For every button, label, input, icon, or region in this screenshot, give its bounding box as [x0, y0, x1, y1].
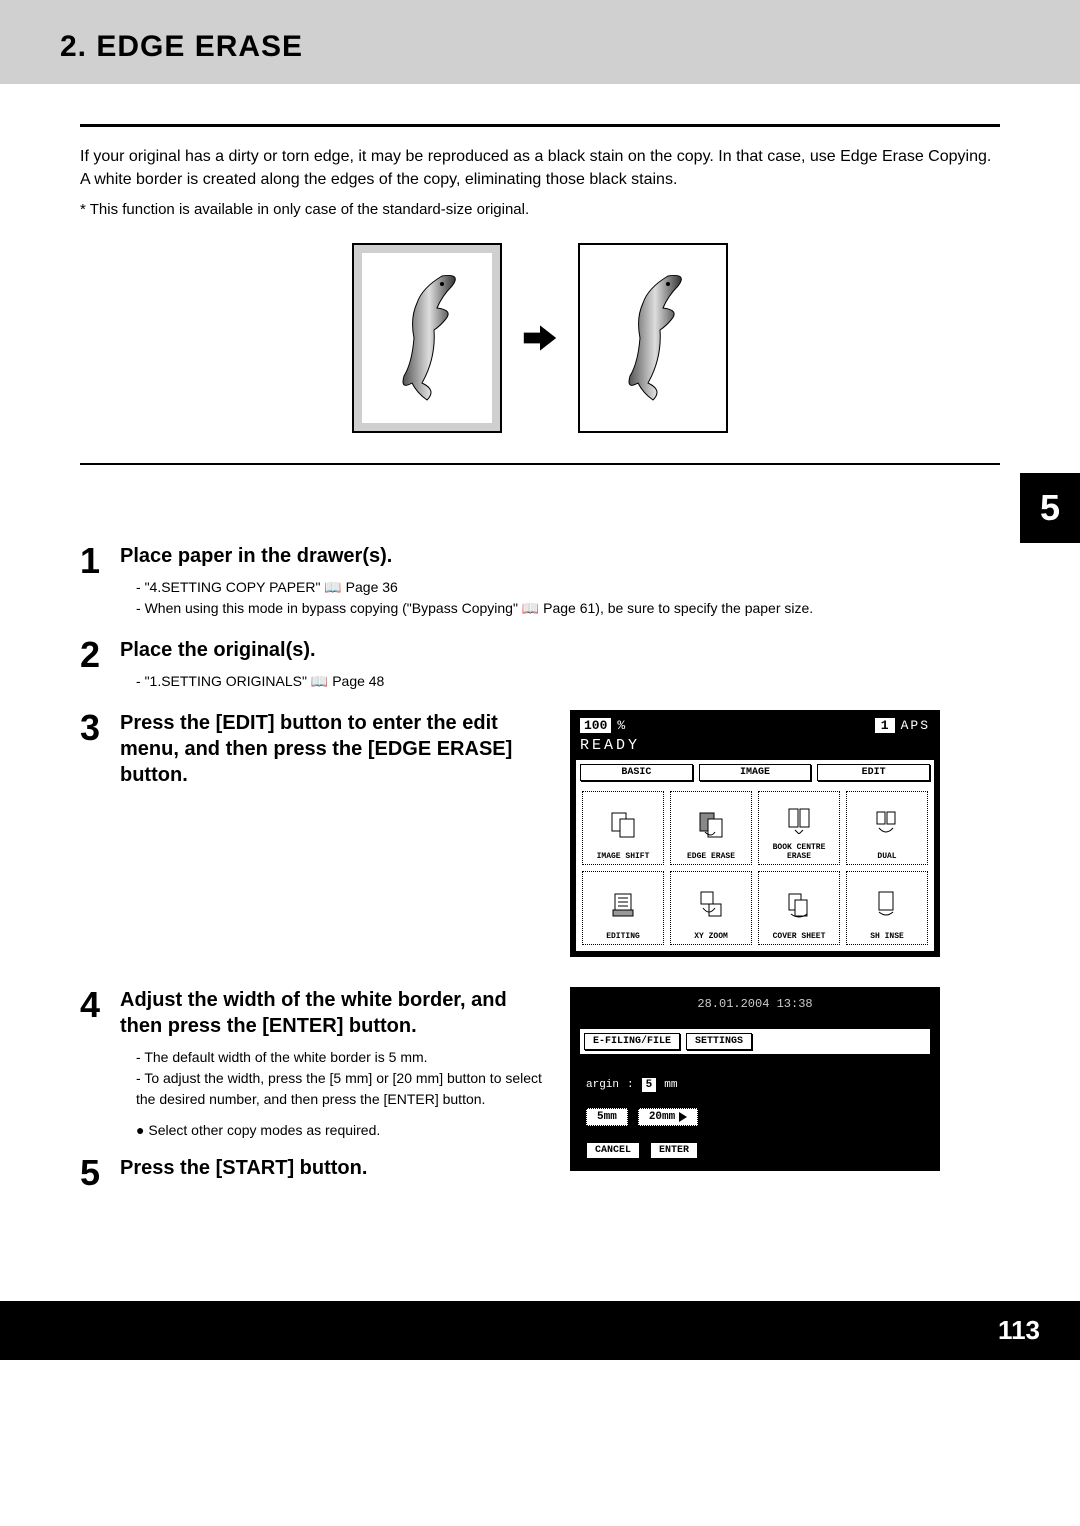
bullet-item: When using this mode in bypass copying (…	[136, 598, 1000, 619]
illustration-before	[352, 243, 502, 433]
note-prefix: *	[80, 201, 90, 218]
lcd-tab-image[interactable]: IMAGE	[699, 764, 812, 781]
lcd-btn-5mm[interactable]: 5mm	[586, 1108, 628, 1126]
bullet-item: "4.SETTING COPY PAPER" 📖 Page 36	[136, 577, 1000, 598]
bullet-item: Select other copy modes as required.	[136, 1120, 550, 1141]
lcd-btn-dual[interactable]: DUAL	[846, 791, 928, 865]
page-shift-icon	[609, 810, 637, 838]
step-title: Place the original(s).	[120, 637, 1000, 663]
step-1: 1 Place paper in the drawer(s). "4.SETTI…	[80, 543, 1000, 619]
lcd-colon: :	[627, 1079, 634, 1091]
lcd-btn-xy-zoom[interactable]: XY ZOOM	[670, 871, 752, 945]
lcd-btn-enter[interactable]: ENTER	[650, 1142, 698, 1159]
lcd-margin-unit: mm	[664, 1079, 677, 1091]
note-body: This function is available in only case …	[90, 201, 529, 218]
divider	[80, 124, 1000, 127]
lcd-btn-20mm[interactable]: 20mm	[638, 1108, 698, 1126]
dolphin-icon	[608, 268, 698, 408]
book-centre-icon	[785, 806, 813, 834]
step-number: 1	[80, 543, 110, 579]
page-title: 2. EDGE ERASE	[60, 30, 1020, 64]
xy-zoom-icon	[697, 890, 725, 918]
lcd-btn-image-shift[interactable]: IMAGE SHIFT	[582, 791, 664, 865]
lcd-btn-sheet-insert[interactable]: SH INSE	[846, 871, 928, 945]
illustration-row	[80, 243, 1000, 433]
lcd-btn-edge-erase[interactable]: EDGE ERASE	[670, 791, 752, 865]
step-title: Press the [EDIT] button to enter the edi…	[120, 710, 550, 788]
page-number: 113	[998, 1315, 1040, 1345]
step-number: 2	[80, 637, 110, 673]
step-title: Press the [START] button.	[120, 1155, 550, 1181]
sheet-insert-icon	[875, 890, 899, 918]
content-area: If your original has a dirty or torn edg…	[0, 84, 1080, 1211]
lcd-btn-settings[interactable]: SETTINGS	[686, 1033, 752, 1050]
lcd-screen-margin: 28.01.2004 13:38 E-FILING/FILE SETTINGS …	[570, 987, 940, 1171]
lcd-btn-cover-sheet[interactable]: COVER SHEET	[758, 871, 840, 945]
lcd-btn-book-centre-erase[interactable]: BOOK CENTRE ERASE	[758, 791, 840, 865]
lcd-count: 1	[875, 718, 895, 733]
illustration-after	[578, 243, 728, 433]
step-2: 2 Place the original(s). "1.SETTING ORIG…	[80, 637, 1000, 692]
step-bullets: The default width of the white border is…	[120, 1047, 550, 1110]
lcd-margin-value: 5	[642, 1078, 657, 1092]
dolphin-icon	[382, 268, 472, 408]
step-3: 3 Press the [EDIT] button to enter the e…	[80, 710, 1000, 957]
illustration-before-inner	[362, 253, 492, 423]
lcd-zoom-value: 100	[580, 718, 611, 733]
lcd-margin-label: argin	[586, 1079, 619, 1091]
bullet-item: To adjust the width, press the [5 mm] or…	[136, 1068, 550, 1110]
step-title: Adjust the width of the white border, an…	[120, 987, 550, 1039]
edge-erase-icon	[697, 810, 725, 838]
note-text: * This function is available in only cas…	[80, 201, 1000, 218]
intro-text: If your original has a dirty or torn edg…	[80, 145, 1000, 191]
lcd-mode: APS	[901, 718, 930, 733]
step-title: Place paper in the drawer(s).	[120, 543, 1000, 569]
triangle-right-icon	[679, 1112, 687, 1122]
dual-icon	[875, 810, 899, 838]
lcd-datetime: 28.01.2004 13:38	[580, 997, 930, 1029]
step-5: 5 Press the [START] button.	[80, 1155, 550, 1191]
step-4: 4 Adjust the width of the white border, …	[80, 987, 1000, 1191]
header-bar: 2. EDGE ERASE	[0, 0, 1080, 84]
lcd-btn-editing[interactable]: EDITING	[582, 871, 664, 945]
bullet-item: "1.SETTING ORIGINALS" 📖 Page 48	[136, 671, 1000, 692]
lcd-btn-cancel[interactable]: CANCEL	[586, 1142, 640, 1159]
step-number: 5	[80, 1155, 110, 1191]
lcd-screen-edit: 100 % 1 APS READY BASIC IMAGE EDIT	[570, 710, 940, 957]
page-footer: 113	[0, 1301, 1080, 1360]
lcd-btn-efiling[interactable]: E-FILING/FILE	[584, 1033, 680, 1050]
step-bullets: "4.SETTING COPY PAPER" 📖 Page 36 When us…	[120, 577, 1000, 619]
lcd-tab-basic[interactable]: BASIC	[580, 764, 693, 781]
step-bullets-secondary: Select other copy modes as required.	[120, 1120, 550, 1141]
chapter-tab: 5	[1020, 473, 1080, 543]
cover-sheet-icon	[785, 890, 813, 918]
step-bullets: "1.SETTING ORIGINALS" 📖 Page 48	[120, 671, 1000, 692]
lcd-status: READY	[576, 735, 934, 760]
arrow-right-icon	[522, 320, 558, 356]
lcd-tab-edit[interactable]: EDIT	[817, 764, 930, 781]
lcd-zoom-unit: %	[617, 718, 625, 733]
bullet-item: The default width of the white border is…	[136, 1047, 550, 1068]
editing-icon	[609, 890, 637, 918]
divider	[80, 463, 1000, 465]
lcd-button-grid: IMAGE SHIFT EDGE ERASE BOOK CENTRE ERASE	[576, 785, 934, 951]
step-number: 4	[80, 987, 110, 1023]
step-number: 3	[80, 710, 110, 746]
